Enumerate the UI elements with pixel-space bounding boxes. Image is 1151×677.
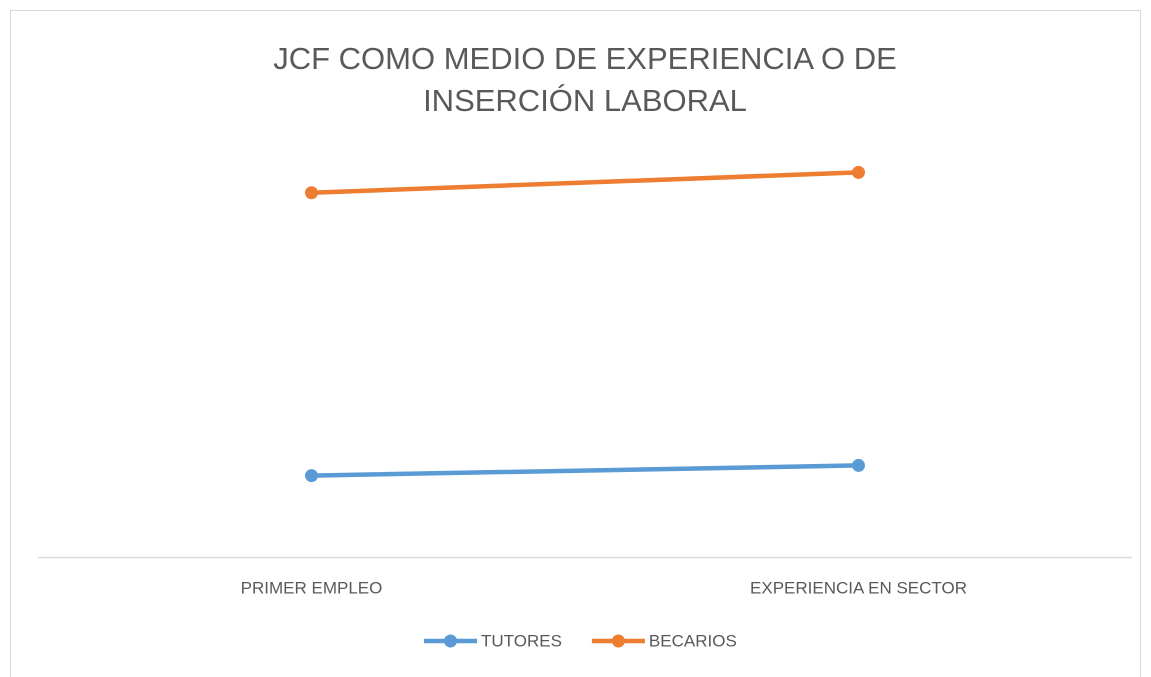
series-marker	[305, 186, 318, 200]
series-line	[309, 463, 861, 478]
x-tick-label: EXPERIENCIA EN SECTOR	[750, 578, 967, 597]
legend-marker	[611, 634, 625, 648]
chart-border	[10, 10, 1141, 677]
series-marker	[852, 165, 865, 179]
legend-label: TUTORES	[481, 631, 562, 650]
series-line	[309, 170, 861, 195]
chart-title: JCF COMO MEDIO DE EXPERIENCIA O DE INSER…	[273, 41, 897, 118]
x-tick-label: PRIMER EMPLEO	[241, 578, 383, 597]
legend-label: BECARIOS	[649, 631, 737, 650]
series-marker	[852, 458, 865, 472]
legend-marker	[444, 634, 457, 648]
series-marker	[305, 469, 318, 483]
